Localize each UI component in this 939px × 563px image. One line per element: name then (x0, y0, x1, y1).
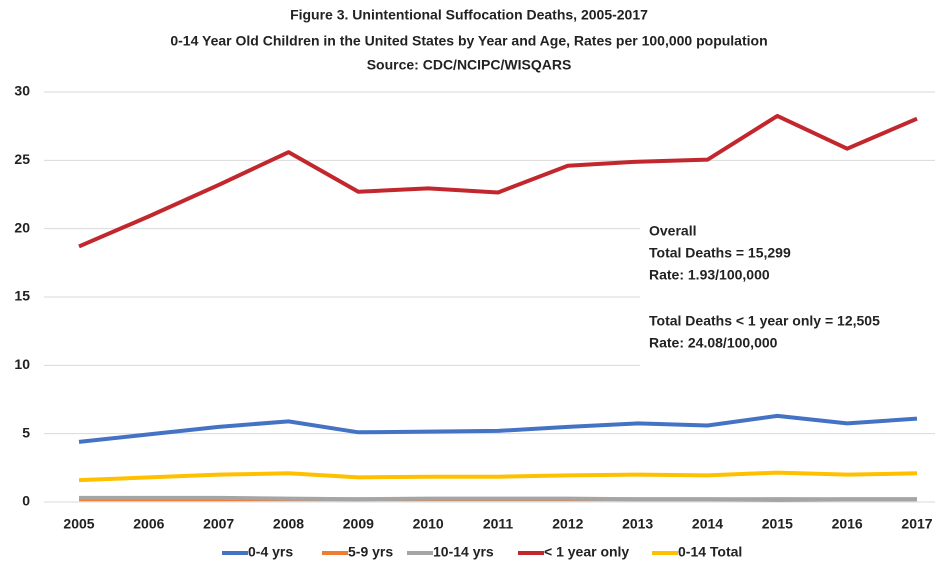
x-tick-label: 2011 (483, 516, 514, 532)
legend-label: 0-4 yrs (248, 544, 293, 560)
y-tick-label: 0 (22, 493, 30, 509)
x-tick-label: 2009 (343, 516, 374, 532)
y-tick-label: 10 (14, 356, 30, 372)
x-tick-label: 2007 (203, 516, 234, 532)
chart-title: 0-14 Year Old Children in the United Sta… (170, 33, 767, 49)
series-line (78, 113, 918, 249)
x-tick-label: 2017 (901, 516, 932, 532)
annotation-text: Overall (649, 223, 696, 239)
chart-title: Source: CDC/NCIPC/WISQARS (367, 57, 572, 73)
x-tick-label: 2005 (63, 516, 94, 532)
x-tick-label: 2010 (413, 516, 444, 532)
y-tick-label: 25 (14, 151, 30, 167)
series-line (78, 413, 918, 444)
legend-label: 10-14 yrs (433, 544, 494, 560)
series-line (79, 495, 917, 502)
annotation-text: Total Deaths = 15,299 (649, 245, 791, 261)
y-tick-label: 5 (22, 424, 30, 440)
y-tick-label: 20 (14, 219, 30, 235)
y-tick-label: 15 (14, 288, 30, 304)
x-tick-label: 2014 (692, 516, 723, 532)
chart-title: Figure 3. Unintentional Suffocation Deat… (290, 7, 648, 23)
y-tick-label: 30 (14, 83, 30, 99)
x-tick-label: 2015 (762, 516, 793, 532)
annotation-text: Total Deaths < 1 year only = 12,505 (649, 313, 880, 329)
series-line (78, 470, 918, 483)
annotation-text: Rate: 24.08/100,000 (649, 335, 778, 351)
x-tick-label: 2006 (133, 516, 164, 532)
legend-label: 0-14 Total (678, 544, 742, 560)
annotation-text: Rate: 1.93/100,000 (649, 267, 770, 283)
x-tick-label: 2008 (273, 516, 304, 532)
legend-label: < 1 year only (544, 544, 629, 560)
legend-label: 5-9 yrs (348, 544, 393, 560)
annotation-box (640, 214, 936, 366)
x-tick-label: 2016 (832, 516, 863, 532)
x-tick-label: 2012 (552, 516, 583, 532)
x-tick-label: 2013 (622, 516, 653, 532)
